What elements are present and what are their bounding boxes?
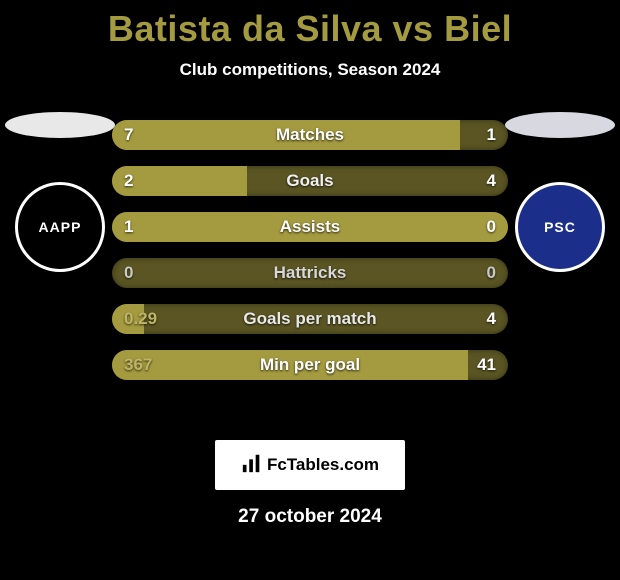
left-club-badge-text: AAPP — [39, 219, 82, 235]
stat-bars: 71Matches 24Goals 10Assists 00Hattricks 0.29… — [112, 120, 508, 380]
site-badge: FcTables.com — [215, 440, 405, 490]
stat-label: Assists — [112, 217, 508, 237]
stat-label: Matches — [112, 125, 508, 145]
page-title: Batista da Silva vs Biel — [0, 0, 620, 50]
stat-label: Min per goal — [112, 355, 508, 375]
right-club-badge-text: PSC — [544, 219, 576, 235]
right-player-column: PSC — [500, 110, 620, 420]
left-head-ellipse — [5, 112, 115, 138]
chart-icon — [241, 452, 263, 479]
stat-bar: 0.294Goals per match — [112, 304, 508, 334]
subtitle: Club competitions, Season 2024 — [0, 60, 620, 80]
stat-bar: 71Matches — [112, 120, 508, 150]
stat-bar: 00Hattricks — [112, 258, 508, 288]
stat-bar: 10Assists — [112, 212, 508, 242]
stat-bar: 24Goals — [112, 166, 508, 196]
stat-label: Hattricks — [112, 263, 508, 283]
date-label: 27 october 2024 — [0, 506, 620, 528]
site-label: FcTables.com — [267, 455, 379, 475]
left-club-badge: AAPP — [15, 182, 105, 272]
stat-bar: 36741Min per goal — [112, 350, 508, 380]
left-player-column: AAPP — [0, 110, 120, 420]
comparison-arena: AAPP PSC 71Matches 24Goals 10Assists 00Hatt… — [0, 110, 620, 420]
stat-label: Goals — [112, 171, 508, 191]
right-club-badge: PSC — [515, 182, 605, 272]
stat-label: Goals per match — [112, 309, 508, 329]
right-head-ellipse — [505, 112, 615, 138]
